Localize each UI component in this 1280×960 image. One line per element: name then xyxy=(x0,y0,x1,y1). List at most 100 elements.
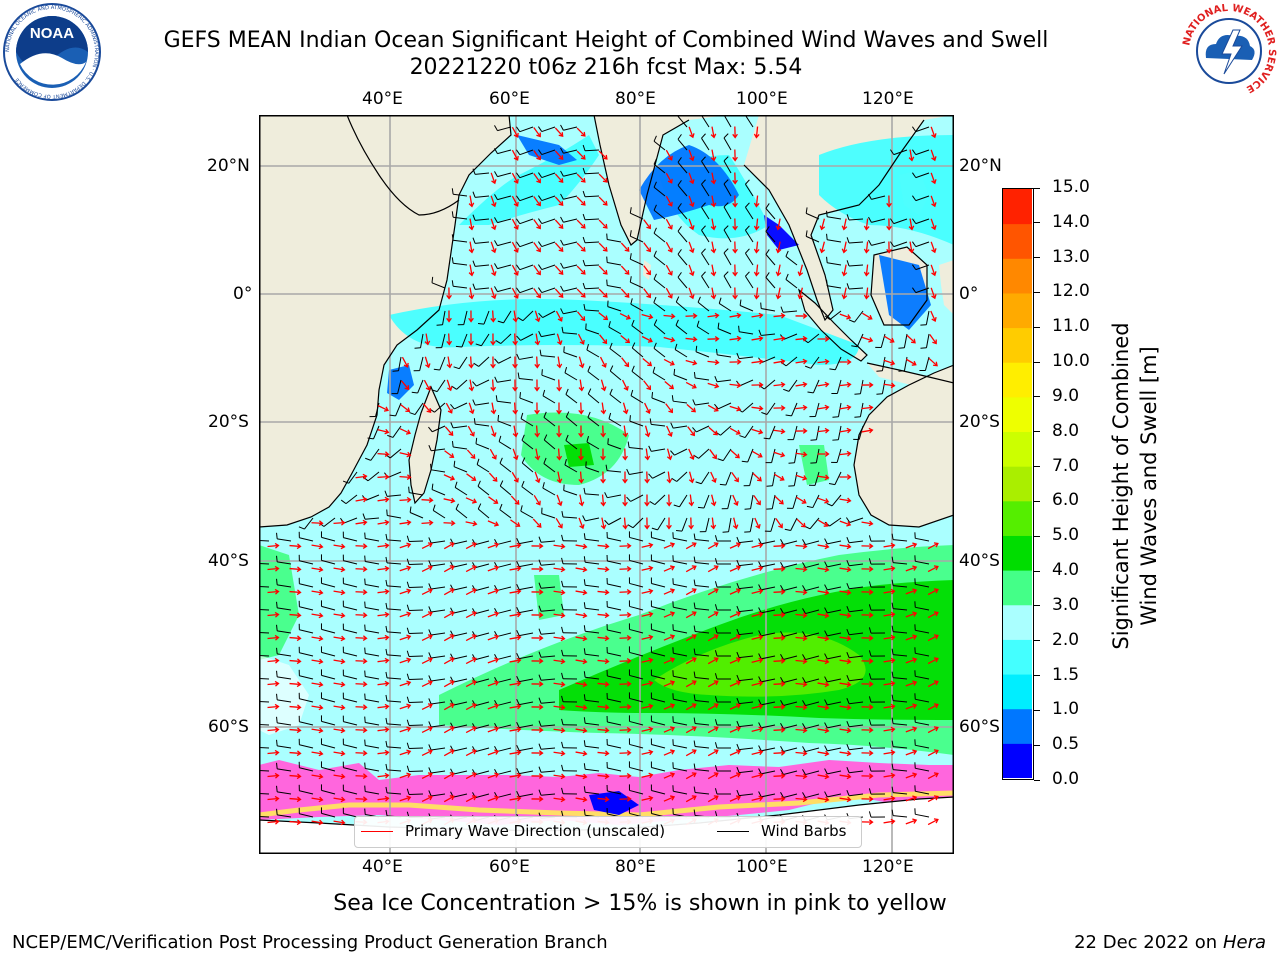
wind-barb-feather xyxy=(701,271,706,277)
wind-barb xyxy=(720,425,732,436)
wind-barb xyxy=(343,675,358,680)
wind-barb-feather xyxy=(538,330,542,337)
wave-arrow-head xyxy=(558,270,564,275)
wave-arrow xyxy=(707,404,719,412)
wave-arrow xyxy=(333,682,345,686)
wave-arrow-head xyxy=(340,612,346,619)
wind-barb xyxy=(631,370,644,381)
wave-arrow xyxy=(751,590,763,594)
wave-arrow xyxy=(711,172,715,184)
wave-arrow-head xyxy=(603,315,609,321)
wave-arrow-head xyxy=(600,524,607,530)
wave-arrow-head xyxy=(274,703,280,710)
wave-arrow-head xyxy=(406,772,412,778)
wave-arrow xyxy=(751,406,763,410)
wave-arrow-head xyxy=(538,658,544,664)
wind-barb-feather xyxy=(653,319,658,326)
wave-arrow-head xyxy=(735,634,742,640)
wave-arrow-head xyxy=(468,317,474,323)
wave-arrow-head xyxy=(778,499,784,505)
wave-arrow-head xyxy=(536,224,541,230)
wind-barb xyxy=(321,720,336,726)
wind-barb-feather xyxy=(564,459,567,466)
wave-arrow-head xyxy=(516,588,522,595)
wave-arrow-head xyxy=(449,453,455,458)
wind-barb-feather xyxy=(538,559,542,566)
wave-arrow xyxy=(333,751,345,755)
wave-arrow xyxy=(751,428,763,434)
wave-arrow-head xyxy=(471,565,477,571)
wind-barb xyxy=(519,586,534,591)
wave-arrow-head xyxy=(713,588,719,594)
colorbar-tick-label: 12.0 xyxy=(1052,281,1090,302)
wind-barb xyxy=(585,538,600,542)
wind-barb xyxy=(829,310,842,320)
wave-arrow-head xyxy=(644,501,650,507)
wave-arrow xyxy=(513,310,517,322)
colorbar-tick-label: 5.0 xyxy=(1052,525,1080,546)
wave-arrow xyxy=(509,682,521,686)
colorbar-tick-mark xyxy=(1034,709,1040,711)
wave-arrow xyxy=(267,774,279,778)
wave-arrow xyxy=(663,727,675,733)
wind-barb-feather xyxy=(276,555,278,562)
wind-barb-feather xyxy=(605,464,608,471)
wind-barb xyxy=(849,770,864,774)
wave-arrow-head xyxy=(274,657,280,664)
wave-arrow-head xyxy=(557,316,563,322)
wave-arrow xyxy=(579,494,583,506)
wind-barb-feather xyxy=(780,562,784,568)
wave-arrow-head xyxy=(384,473,390,480)
wave-arrow xyxy=(468,402,474,414)
wind-barb-feather xyxy=(911,241,917,247)
wind-barb xyxy=(810,356,820,369)
wave-arrow xyxy=(267,751,279,755)
wind-barb-feather xyxy=(406,673,410,680)
wave-arrow xyxy=(733,517,737,529)
wind-barb-feather xyxy=(385,625,388,633)
wave-arrow xyxy=(513,402,517,414)
wave-arrow-head xyxy=(494,749,500,755)
wave-arrow xyxy=(311,728,323,732)
wave-arrow xyxy=(641,728,653,732)
wave-arrow xyxy=(685,680,697,688)
wave-arrow xyxy=(883,636,895,640)
wave-arrow xyxy=(817,636,829,640)
wind-barb xyxy=(408,701,424,704)
wave-arrow xyxy=(883,705,895,709)
wind-barb xyxy=(564,464,578,473)
wind-barb xyxy=(522,310,534,322)
wind-barb-feather xyxy=(693,602,696,609)
wind-barb-feather xyxy=(477,480,481,487)
wave-arrow xyxy=(470,356,472,368)
wave-arrow xyxy=(839,590,851,594)
wave-arrow-head xyxy=(450,520,456,527)
wind-barb-feather xyxy=(451,280,454,287)
wind-barb xyxy=(585,466,600,473)
wind-barb xyxy=(609,370,622,381)
wind-barb xyxy=(543,439,556,450)
wave-arrow xyxy=(795,567,807,571)
wave-arrow-head xyxy=(626,681,632,687)
wind-barb-feather xyxy=(785,273,789,280)
wind-barb xyxy=(519,356,534,360)
wind-barb-feather xyxy=(538,697,542,704)
colorbar-swatch-1 xyxy=(1003,708,1032,744)
wave-arrow xyxy=(665,195,673,207)
colorbar-tick-label: 8.0 xyxy=(1052,420,1080,441)
lat-label-left-60s: 60°S xyxy=(208,717,249,737)
wind-barb xyxy=(893,815,908,818)
wind-barb-feather xyxy=(516,584,520,590)
wave-arrow-head xyxy=(406,451,412,458)
wave-arrow-head xyxy=(362,519,368,526)
wind-barb xyxy=(563,310,578,315)
wave-arrow-head xyxy=(622,524,629,530)
wave-arrow xyxy=(729,704,741,710)
wave-arrow-head xyxy=(580,269,586,275)
wave-arrow xyxy=(905,635,917,641)
wind-barb-feather xyxy=(542,389,546,396)
wind-barb xyxy=(453,632,468,637)
wave-arrow xyxy=(487,589,499,595)
wave-arrow-head xyxy=(556,455,563,461)
wind-barb-feather xyxy=(494,148,498,154)
